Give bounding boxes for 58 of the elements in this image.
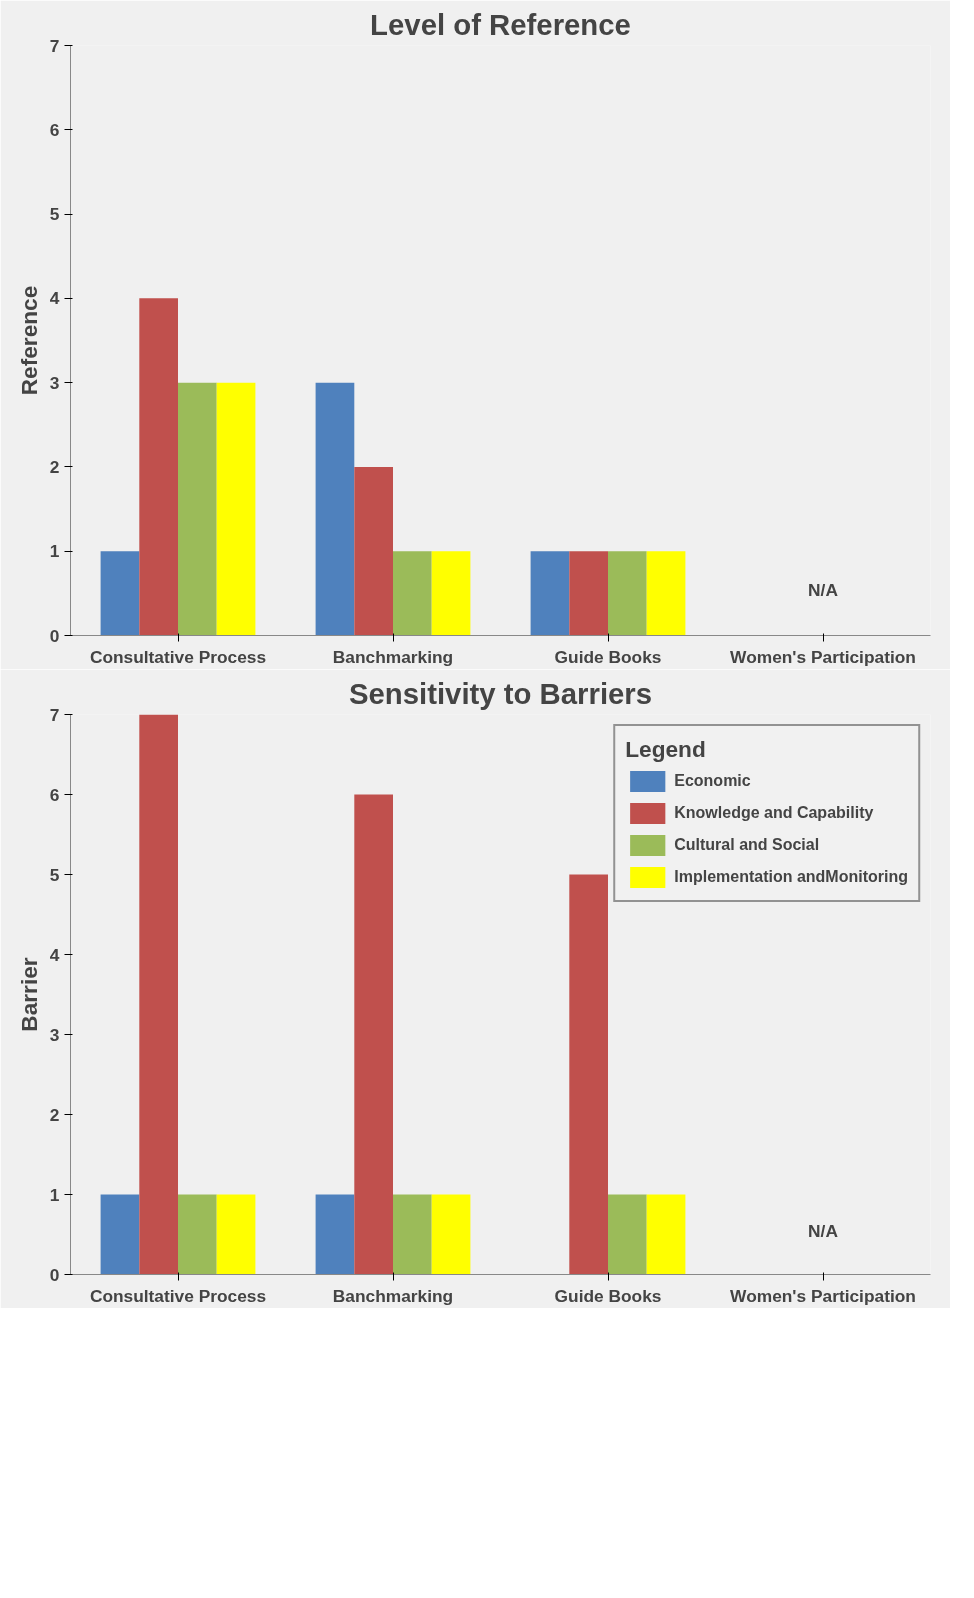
bar — [139, 714, 178, 1275]
bar — [608, 1194, 647, 1275]
y-tick-label: 1 — [49, 541, 60, 562]
bar — [100, 551, 140, 636]
y-tick-label: 6 — [49, 119, 60, 140]
bar — [100, 1194, 140, 1275]
y-tick-label: 0 — [49, 625, 60, 646]
y-tick-label: 2 — [49, 456, 60, 477]
annotation: N/A — [808, 1220, 839, 1241]
annotation: N/A — [808, 580, 839, 601]
y-tick-label: 3 — [49, 372, 60, 393]
legend-label: Economic — [674, 772, 751, 790]
bar — [569, 874, 608, 1275]
y-tick-label: 4 — [49, 288, 60, 309]
y-tick-label: 6 — [49, 784, 60, 805]
bar — [646, 1194, 686, 1275]
x-tick-label: Consultative Process — [89, 1285, 267, 1306]
bar — [608, 551, 647, 636]
y-tick-label: 5 — [49, 864, 60, 885]
bar — [431, 551, 471, 636]
y-tick-label: 0 — [49, 1264, 60, 1285]
x-tick-label: Women's Participation — [730, 646, 916, 667]
legend-label: Implementation andMonitoring — [674, 868, 908, 886]
bar — [139, 298, 178, 636]
y-tick-label: 3 — [49, 1024, 60, 1045]
x-tick-label: Banchmarking — [332, 1285, 454, 1306]
bar — [315, 1194, 355, 1275]
bar — [646, 551, 686, 636]
legend-title: Legend — [625, 736, 707, 763]
bar — [354, 466, 393, 636]
bar — [393, 1194, 432, 1275]
y-tick-label: 2 — [49, 1104, 60, 1125]
bar — [569, 551, 608, 636]
y-tick-label: 5 — [49, 204, 60, 225]
x-tick-label: Women's Participation — [730, 1285, 916, 1306]
x-tick-label: Consultative Process — [89, 646, 267, 667]
legend-label: Cultural and Social — [674, 836, 820, 854]
y-tick-label: 7 — [49, 704, 60, 725]
x-tick-label: Banchmarking — [332, 646, 454, 667]
legend-label: Knowledge and Capability — [674, 804, 874, 822]
chart-title: Sensitivity to Barriers — [348, 676, 653, 710]
y-axis-title: Barrier — [15, 957, 42, 1032]
bar — [431, 1194, 471, 1275]
y-tick-label: 4 — [49, 944, 60, 965]
x-tick-label: Guide Books — [554, 1285, 662, 1306]
y-tick-label: 7 — [49, 35, 60, 56]
bar — [216, 1194, 256, 1275]
chart-title: Level of Reference — [370, 7, 631, 41]
bar — [393, 551, 432, 636]
x-tick-label: Guide Books — [554, 646, 662, 667]
bar — [315, 382, 355, 636]
y-tick-label: 1 — [49, 1184, 60, 1205]
bar — [178, 382, 217, 636]
bar — [178, 1194, 217, 1275]
bar — [530, 551, 570, 636]
bar — [216, 382, 256, 636]
bar — [354, 794, 393, 1275]
y-axis-title: Reference — [15, 285, 42, 396]
